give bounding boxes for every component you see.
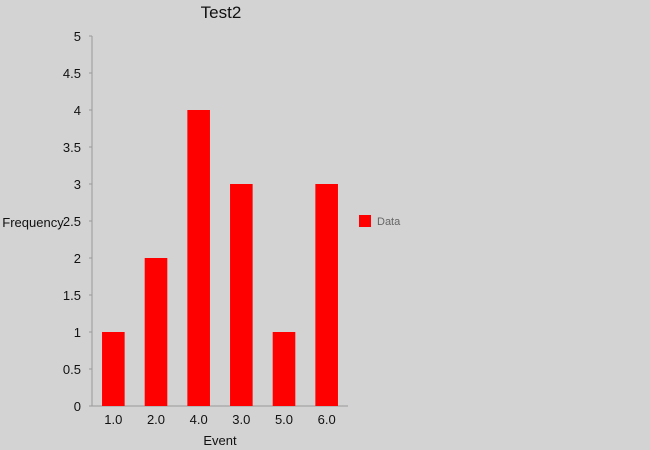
tick-labels: 0 0.5 1 1.5 2 2.5 3 3.5 4 4.5 5 1.0 2.0 4.0 3.0 5.0 6.0	[63, 29, 336, 427]
axes	[89, 35, 348, 407]
y-tick-label: 1.5	[63, 288, 81, 303]
y-tick-label: 5	[74, 29, 81, 44]
y-tick-label: 2	[74, 251, 81, 266]
y-tick-label: 0	[74, 399, 81, 414]
x-tick-label: 5.0	[275, 412, 293, 427]
bars	[102, 110, 338, 406]
bar-6.0	[315, 184, 338, 406]
bar-2.0	[144, 258, 168, 406]
y-tick-label: 4.5	[63, 66, 81, 81]
x-tick-label: 4.0	[190, 412, 208, 427]
legend: Data	[359, 215, 401, 228]
bar-5.0	[272, 332, 296, 406]
x-axis-title: Event	[203, 433, 237, 448]
x-tick-label: 1.0	[104, 412, 122, 427]
y-tick-label: 1	[74, 325, 81, 340]
x-tick-label: 6.0	[318, 412, 336, 427]
y-axis-title: Frequency	[2, 215, 64, 230]
x-tick-label: 2.0	[147, 412, 165, 427]
y-tick-label: 3.5	[63, 140, 81, 155]
y-tick-label: 0.5	[63, 362, 81, 377]
x-tick-label: 3.0	[232, 412, 250, 427]
legend-swatch-data	[359, 215, 371, 227]
bar-1.0	[102, 332, 125, 406]
bar-4.0	[187, 110, 210, 406]
y-tick-label: 4	[74, 103, 81, 118]
y-tick-label: 3	[74, 177, 81, 192]
chart-title: Test2	[201, 3, 242, 22]
y-tick-label: 2.5	[63, 214, 81, 229]
bar-3.0	[230, 184, 253, 406]
legend-label-data: Data	[377, 216, 401, 228]
